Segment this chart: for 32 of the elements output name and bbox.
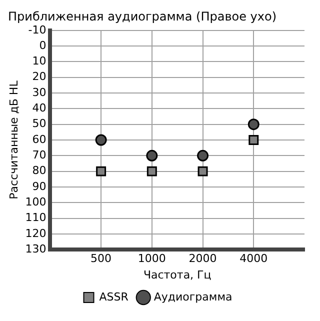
point: [198, 166, 208, 176]
point: [248, 118, 260, 130]
y-tick-label: 50: [32, 117, 46, 130]
point: [146, 150, 158, 162]
y-tick-label: 0: [39, 38, 46, 52]
y-tick-label: 40: [32, 102, 46, 115]
y-tick-label: 20: [32, 70, 46, 84]
point: [248, 135, 259, 145]
point: [95, 134, 107, 146]
y-tick-label: 130: [25, 242, 46, 256]
x-tick-label: 1000: [138, 252, 166, 266]
point: [146, 166, 157, 176]
y-tick-label: 110: [25, 211, 46, 224]
x-axis-title: Частота, Гц: [143, 268, 212, 282]
y-tick-label: 30: [32, 86, 46, 99]
y-tick-label: 80: [32, 164, 46, 178]
y-tick-label: -10: [28, 23, 46, 36]
point: [197, 150, 209, 162]
x-tick-label: 4000: [240, 252, 268, 266]
y-tick-label: 60: [32, 132, 46, 146]
y-tick-label: 100: [25, 195, 46, 208]
y-tick-label: 70: [32, 148, 46, 162]
x-tick-label: 2000: [188, 252, 217, 266]
chart-title: Приближенная аудиограмма (Правое ухо): [8, 9, 277, 24]
x-tick-label: 500: [90, 252, 112, 266]
y-tick-label: 120: [25, 226, 46, 240]
legend-label: Аудиограмма: [154, 290, 232, 304]
y-axis-title: Рассчитанные дБ HL: [7, 80, 20, 200]
point: [96, 166, 106, 176]
y-tick-label: 10: [32, 54, 46, 68]
legend-label: ASSR: [99, 290, 129, 304]
y-tick-label: 90: [32, 180, 46, 193]
